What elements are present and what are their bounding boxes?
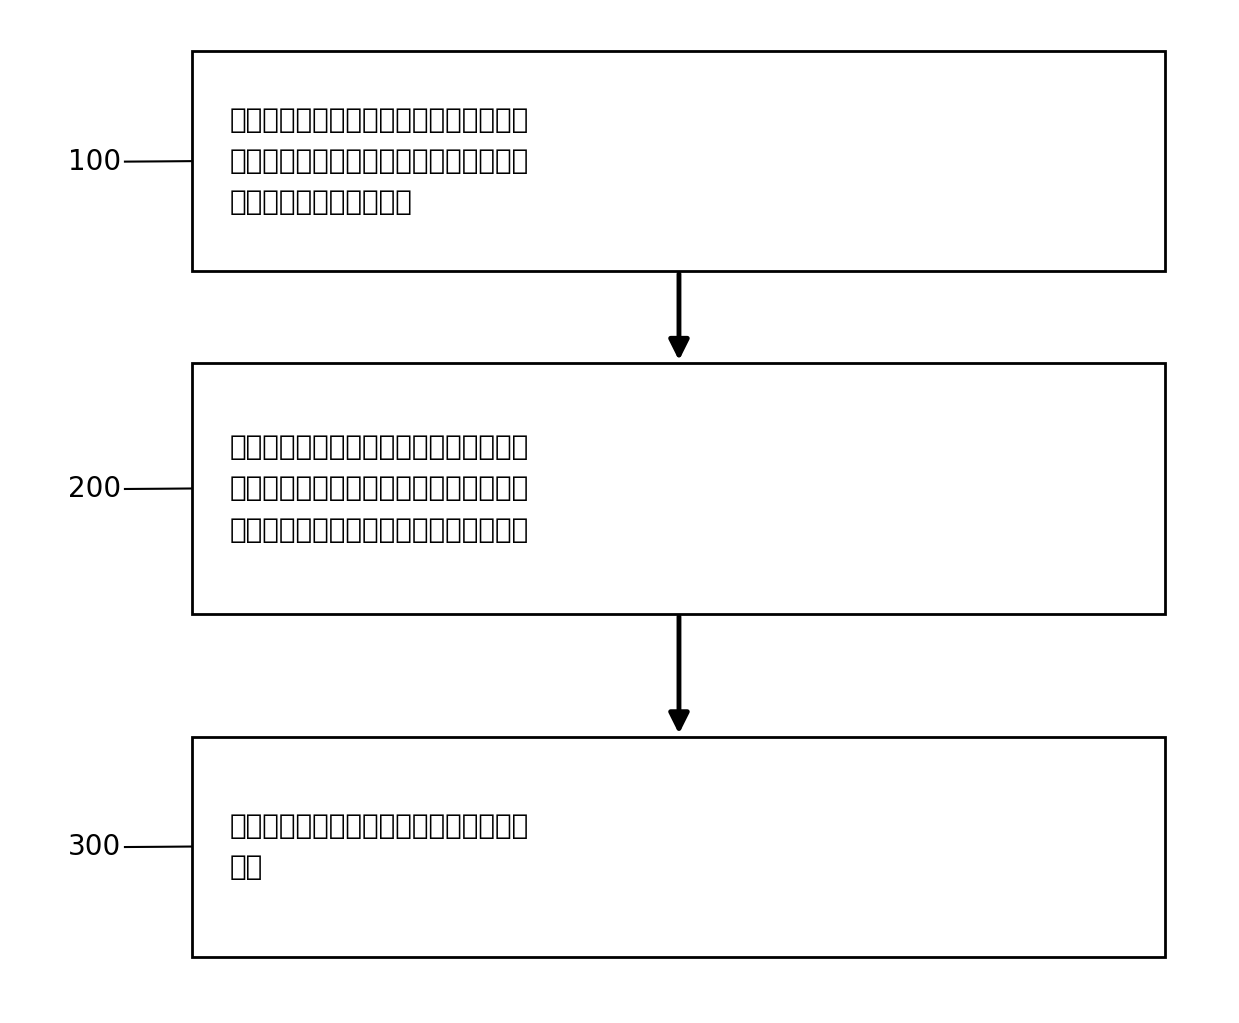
Bar — [192, 51, 1165, 271]
Text: 100: 100 — [68, 147, 121, 176]
Bar — [192, 737, 1165, 957]
Text: 根据纵水梁的预设截面参数，校核纵水梁
的强度和刚度，并在纵水梁的强度和刚度
满足需求时，确定纵水梁的实际截面参数: 根据纵水梁的预设截面参数，校核纵水梁 的强度和刚度，并在纵水梁的强度和刚度 满足… — [229, 434, 529, 543]
Bar — [192, 363, 1165, 614]
Text: 200: 200 — [68, 475, 121, 503]
Text: 根据用于支撑纵水梁的支撑柱的数量和间
距以及所述纵水梁上坯料的重量，计算获
得纵水梁的预设截面参数: 根据用于支撑纵水梁的支撑柱的数量和间 距以及所述纵水梁上坯料的重量，计算获 得纵… — [229, 106, 529, 216]
Text: 300: 300 — [68, 833, 121, 861]
Text: 根据纵水梁的实际截面参数制作所需的纵
水梁: 根据纵水梁的实际截面参数制作所需的纵 水梁 — [229, 812, 529, 881]
